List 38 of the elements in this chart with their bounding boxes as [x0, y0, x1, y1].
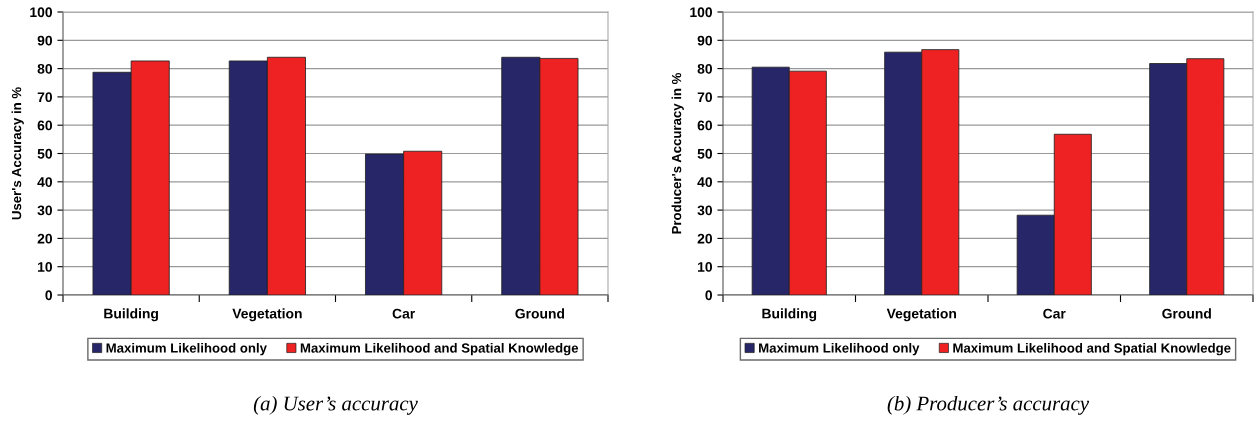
legend-label: Maximum Likelihood and Spatial Knowledge	[300, 343, 579, 356]
y-tick-label: 20	[697, 233, 713, 244]
text: (b) Producer’s accuracy	[887, 395, 1090, 415]
legend-label: Maximum Likelihood and Spatial Knowledge	[953, 343, 1231, 356]
y-tick-label: 90	[37, 35, 53, 46]
y-tick-label: 100	[30, 7, 53, 18]
x-tick-label: Building	[104, 308, 158, 322]
y-tick-label: 70	[37, 92, 53, 103]
y-tick-label: 50	[697, 148, 713, 159]
x-tick-label: Vegetation	[232, 308, 302, 322]
y-tick-label: 70	[697, 92, 713, 103]
y-axis-title: User's Accuracy in %	[11, 87, 24, 220]
y-tick-label: 100	[690, 7, 713, 18]
y-tick-label: 60	[37, 120, 53, 131]
x-tick-label: Car	[392, 308, 415, 319]
text: (a) User’s accuracy	[253, 395, 418, 415]
y-tick-label: 60	[697, 120, 713, 131]
y-tick-label: 80	[697, 63, 713, 74]
x-tick-label: Building	[762, 308, 817, 322]
x-tick-label: Car	[1043, 308, 1066, 319]
y-tick-label: 20	[37, 233, 53, 244]
y-tick-label: 90	[697, 35, 713, 46]
y-tick-label: 0	[45, 290, 53, 301]
y-tick-label: 30	[37, 205, 53, 216]
y-tick-label: 80	[37, 63, 53, 74]
y-axis-title: Producer's Accuracy in %	[671, 72, 684, 234]
y-tick-label: 0	[705, 290, 713, 301]
y-tick-label: 10	[698, 262, 713, 272]
y-tick-label: 50	[37, 148, 53, 159]
legend-label: Maximum Likelihood only	[759, 343, 920, 356]
x-tick-label: Ground	[1162, 308, 1211, 319]
y-tick-label: 40	[697, 177, 713, 187]
x-tick-label: Ground	[515, 308, 565, 319]
y-tick-label: 10	[38, 262, 53, 272]
y-tick-label: 40	[37, 177, 53, 187]
x-tick-label: Vegetation	[886, 308, 957, 322]
legend-label: Maximum Likelihood only	[106, 343, 267, 356]
y-tick-label: 30	[697, 205, 713, 216]
